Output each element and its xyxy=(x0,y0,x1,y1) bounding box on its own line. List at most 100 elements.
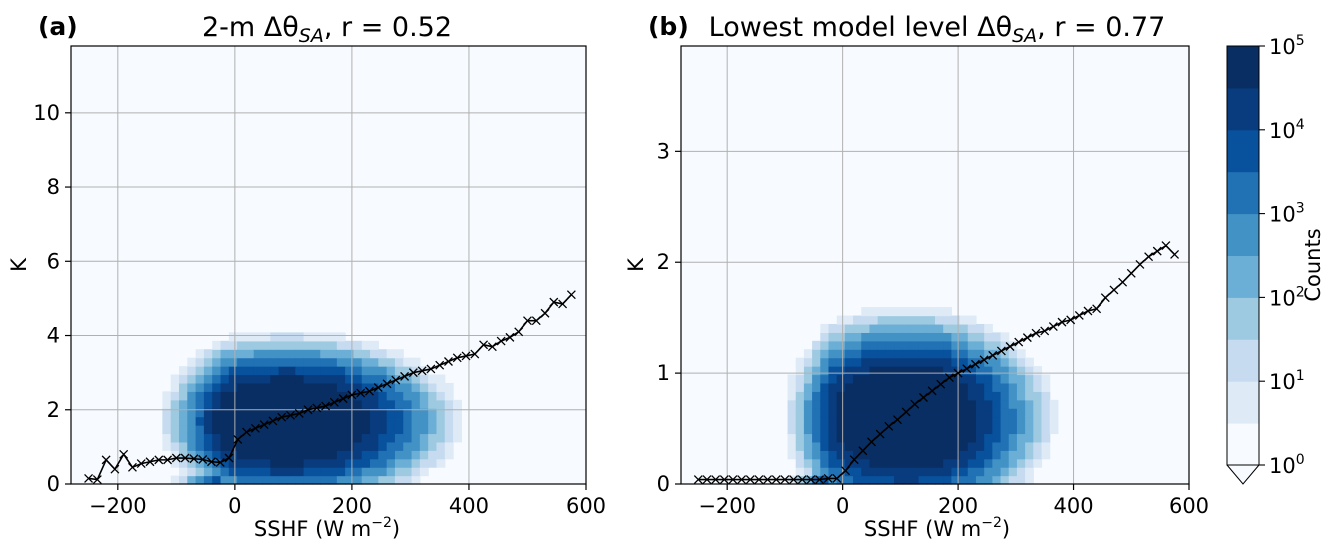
panel-a-density-cell xyxy=(162,433,172,443)
panel-b-density-cell xyxy=(836,467,846,477)
panel-b-density-cell xyxy=(975,441,985,451)
panel-a-binned-mean-marker xyxy=(259,420,269,430)
panel-b-density-cell xyxy=(894,441,903,451)
panel-a-density-cell xyxy=(378,450,388,460)
panel-a-density-cell xyxy=(237,382,247,392)
panel-a-density-cell xyxy=(403,433,413,443)
panel-a-binned-mean-marker xyxy=(523,316,532,326)
panel-a-density-cell xyxy=(345,349,355,359)
panel-a-density-cell xyxy=(378,357,388,367)
panel-b-density-cell xyxy=(803,408,813,418)
panel-a-density-cell xyxy=(361,349,371,359)
panel-a-density-cell xyxy=(336,357,346,367)
panel-b-density-cell xyxy=(1033,408,1043,418)
panel-a-density-cell xyxy=(394,391,404,401)
panel-a-density-cell xyxy=(278,357,288,367)
panel-b-density-cell xyxy=(984,467,993,477)
panel-a-density-cell xyxy=(178,450,188,460)
panel-a-density-cell xyxy=(203,441,213,451)
panel-a-density-cell xyxy=(212,450,222,460)
panel-a-density-cell xyxy=(170,433,180,443)
panel-a-density-cell xyxy=(428,408,438,418)
panel-a-density-cell xyxy=(370,450,379,460)
panel-a-density-cell xyxy=(303,357,313,367)
panel-a-ytick-label: 4 xyxy=(47,324,60,348)
panel-b-density-cell xyxy=(1025,441,1034,451)
panel-a-density-cell xyxy=(253,332,263,342)
panel-a-density-cell xyxy=(353,416,363,426)
panel-b-density-cell xyxy=(967,441,977,451)
panel-a-density-cell xyxy=(253,340,263,350)
panel-a-density-cell xyxy=(419,441,429,451)
panel-b-binned-mean-marker xyxy=(1144,252,1154,262)
panel-a-density-cell xyxy=(245,349,255,359)
panel-a-density-cell xyxy=(212,391,222,401)
panel-b-density-cell xyxy=(951,450,961,460)
panel-b-density-cell xyxy=(975,349,985,359)
panel-a-density-cell xyxy=(444,416,454,426)
panel-a-binned-mean-marker xyxy=(312,403,322,413)
panel-a-density-cell xyxy=(228,357,238,367)
panel-a-density-cell xyxy=(386,366,396,376)
panel-a-density-cell xyxy=(303,425,313,435)
panel-b-density-cell xyxy=(943,391,952,401)
panel-b-density-cell xyxy=(828,425,838,435)
panel-b-density-cell xyxy=(877,441,887,451)
panel-a-density-cell xyxy=(419,374,429,384)
panel-b-density-cell xyxy=(1000,374,1010,384)
panel-a-density-cell xyxy=(428,391,438,401)
panel-b-binned-mean-marker xyxy=(1100,293,1110,303)
panel-b-density-cell xyxy=(959,458,969,468)
panel-b-density-cell xyxy=(795,450,805,460)
panel-b-density-cell xyxy=(795,458,805,468)
panel-b-density-cell xyxy=(902,441,912,451)
panel-b-density-cell xyxy=(975,391,985,401)
panel-b-density-cell xyxy=(943,450,952,460)
panel-b-density-cell xyxy=(935,382,944,392)
panel-a-density-cell xyxy=(170,391,180,401)
panel-b-density-cell xyxy=(984,332,993,342)
panel-b-density-cell xyxy=(992,467,1002,477)
panel-b-density-cell xyxy=(926,307,936,317)
panel-b-density-cell xyxy=(910,391,920,401)
panel-a-binned-mean-marker xyxy=(514,327,524,337)
panel-b-density-cell xyxy=(1000,408,1010,418)
panel-a-density-cell xyxy=(286,399,296,409)
panel-b-density-cell xyxy=(861,332,871,342)
panel-b-density-cell xyxy=(910,416,920,426)
panel-b-density-cell xyxy=(1016,366,1026,376)
panel-b-density-cell xyxy=(795,366,805,376)
panel-b-density-cell xyxy=(877,307,887,317)
panel-b-density-cell xyxy=(812,408,821,418)
panel-a-density-cell xyxy=(170,425,180,435)
panel-b-label: (b) xyxy=(648,12,689,41)
panel-a-density-cell xyxy=(378,441,388,451)
colorbar: 100 101 102 103 104 105 xyxy=(1226,33,1305,485)
panel-b-density-cell xyxy=(1008,391,1018,401)
panel-a-density-cell xyxy=(220,349,230,359)
panel-b-density-cell xyxy=(844,315,854,325)
panel-b-density-cell xyxy=(910,441,920,451)
panel-a-density-cell xyxy=(303,340,313,350)
panel-b-density-cell xyxy=(967,475,977,485)
panel-a-density-cell xyxy=(311,332,321,342)
panel-a-density-cell xyxy=(378,475,388,485)
panel-b-density-cell xyxy=(992,357,1002,367)
panel-b-density-cell xyxy=(951,416,961,426)
panel-b-density-cell xyxy=(943,315,952,325)
panel-b-density-cell xyxy=(959,315,969,325)
panel-b-density-cell xyxy=(902,475,912,485)
panel-b-density-cell xyxy=(1025,467,1034,477)
panel-a-density-cell xyxy=(286,425,296,435)
panel-b-density-cell xyxy=(975,475,985,485)
panel-a-density-cell xyxy=(170,382,180,392)
panel-b-binned-mean-marker xyxy=(858,446,868,456)
panel-a-density-cell xyxy=(178,467,188,477)
panel-a-density-cell xyxy=(386,450,396,460)
panel-a-density-cell xyxy=(444,425,454,435)
panel-b-density-cell xyxy=(902,433,912,443)
panel-b-density-cell xyxy=(935,340,944,350)
panel-a-density-cell xyxy=(270,399,280,409)
panel-a-density-cell xyxy=(203,357,213,367)
panel-a-density-cell xyxy=(419,382,429,392)
